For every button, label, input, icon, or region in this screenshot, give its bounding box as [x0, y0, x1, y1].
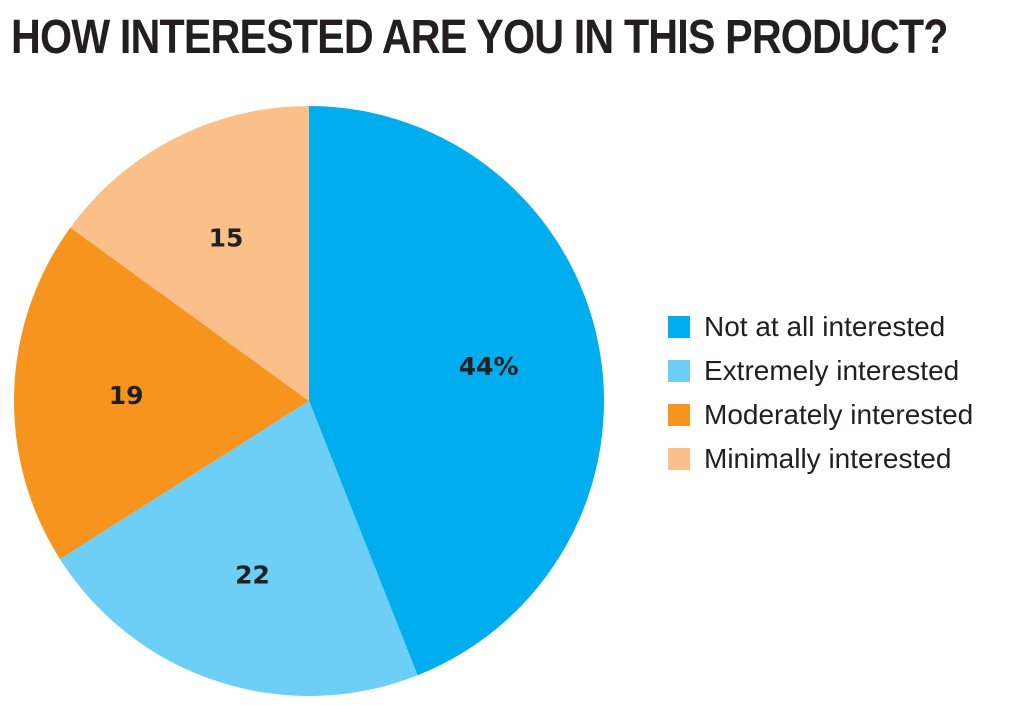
legend-label: Not at all interested	[704, 311, 946, 342]
pie-slices	[14, 106, 605, 696]
pie-slice-minimally-interested	[70, 106, 309, 401]
pie-slice-labels: 44% 22 19 15	[109, 224, 519, 590]
legend-swatch	[668, 404, 690, 426]
legend: Not at all interested Extremely intereste…	[668, 305, 973, 481]
slice-label-minimally-interested: 15	[209, 224, 244, 253]
slice-label-moderately-interested: 19	[109, 381, 144, 410]
legend-item-extremely-interested: Extremely interested	[668, 349, 973, 393]
pie-slice-extremely-interested	[59, 401, 418, 696]
legend-label: Extremely interested	[704, 355, 960, 386]
slice-label-not-at-all-interested: 44%	[459, 352, 519, 381]
legend-item-minimally-interested: Minimally interested	[668, 437, 973, 481]
slice-label-extremely-interested: 22	[235, 560, 270, 589]
legend-item-moderately-interested: Moderately interested	[668, 393, 973, 437]
chart-title: HOW INTERESTED ARE YOU IN THIS PRODUCT?	[11, 11, 948, 64]
legend-item-not-at-all-interested: Not at all interested	[668, 305, 973, 349]
pie-slice-moderately-interested	[14, 227, 310, 560]
legend-swatch	[668, 316, 690, 338]
legend-swatch	[668, 448, 690, 470]
legend-label: Minimally interested	[704, 443, 952, 474]
legend-swatch	[668, 360, 690, 382]
pie-slice-not-at-all-interested	[309, 106, 605, 676]
legend-label: Moderately interested	[704, 399, 974, 430]
